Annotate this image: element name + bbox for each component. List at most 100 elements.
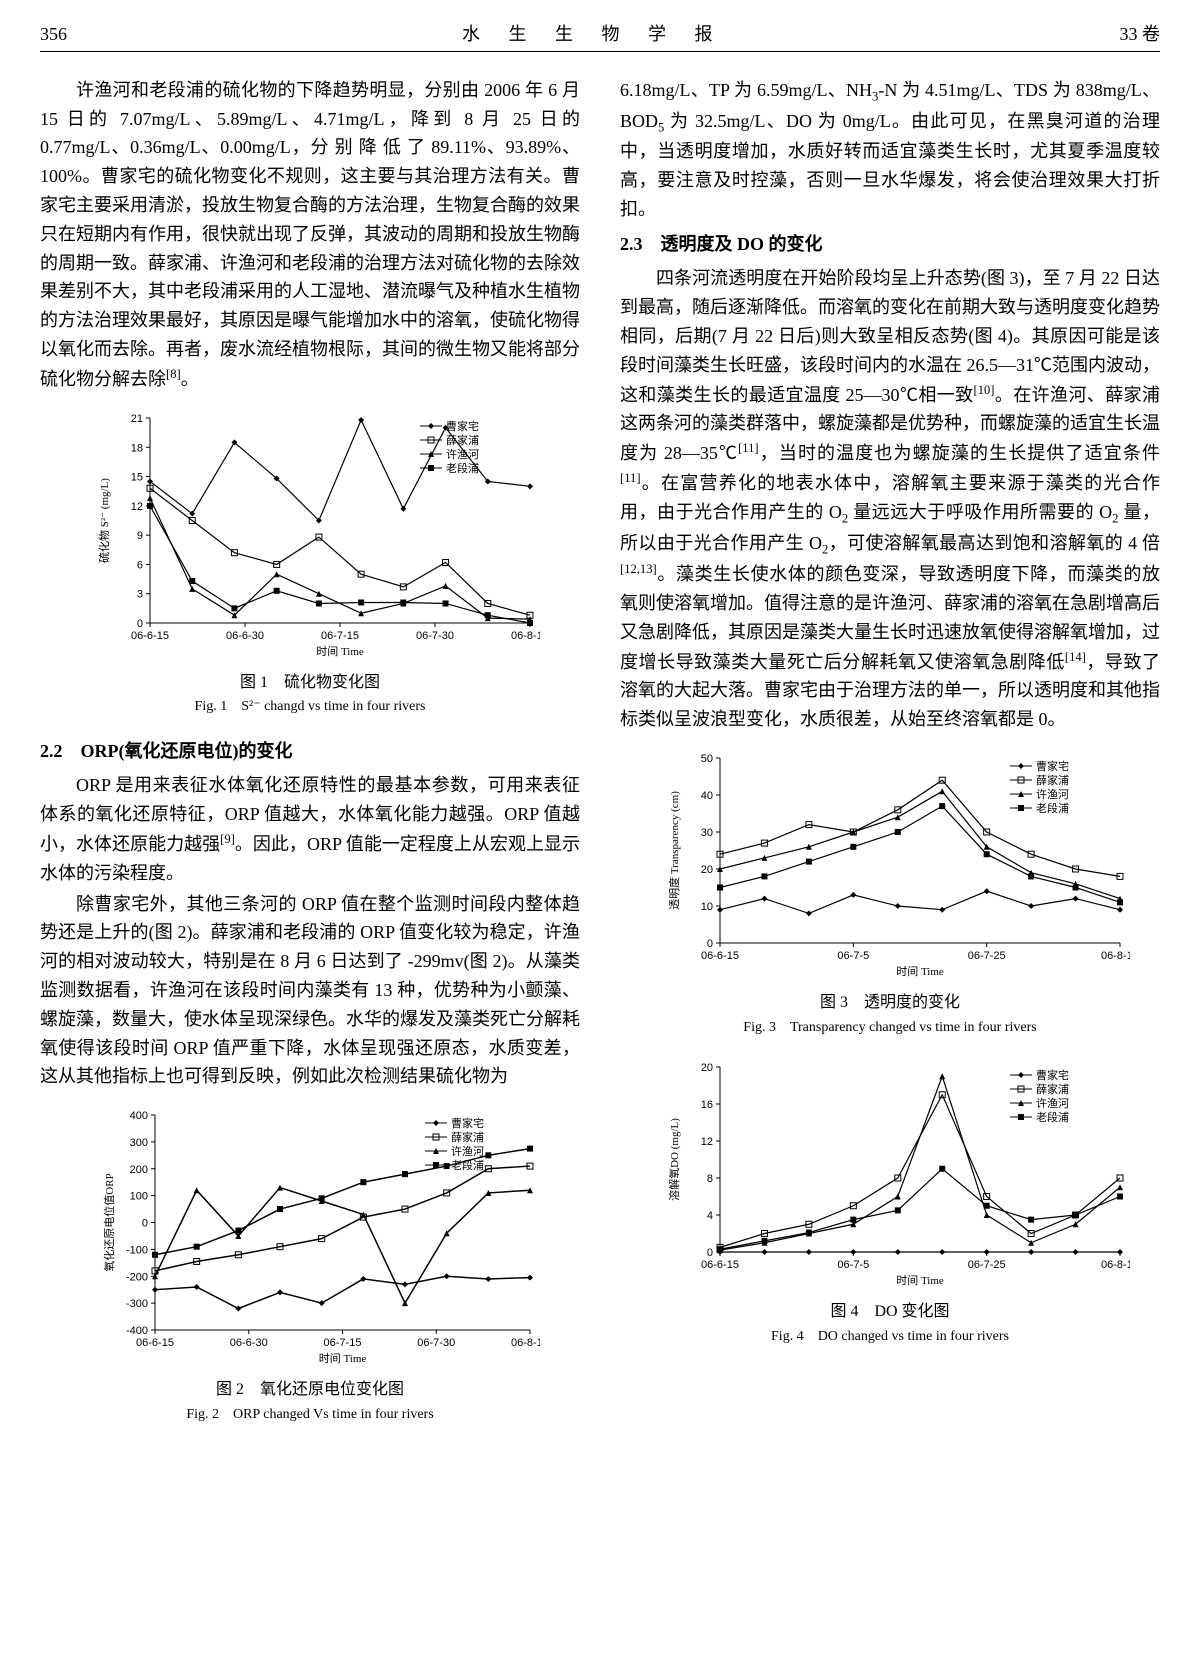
svg-text:9: 9: [137, 530, 143, 542]
svg-text:许渔河: 许渔河: [1036, 1097, 1069, 1110]
svg-text:时间 Time: 时间 Time: [896, 1274, 944, 1287]
svg-text:06-7-15: 06-7-15: [321, 630, 359, 642]
svg-text:15: 15: [131, 471, 143, 483]
svg-text:8: 8: [707, 1173, 713, 1185]
svg-text:0: 0: [137, 618, 143, 630]
figure-2: -400 -300 -200 -100 0 100 200 300 400 06-6-15 06-6…: [40, 1105, 580, 1426]
svg-text:许渔河: 许渔河: [446, 448, 479, 461]
fig1-caption-cn: 图 1 硫化物变化图: [40, 670, 580, 696]
svg-text:06-8-14: 06-8-14: [511, 1337, 540, 1349]
svg-text:曹家宅: 曹家宅: [451, 1116, 484, 1130]
left-column: 许渔河和老段浦的硫化物的下降趋势明显，分别由 2006 年 6 月 15 日的 …: [40, 76, 580, 1444]
svg-text:06-6-15: 06-6-15: [136, 1337, 174, 1349]
svg-text:时间 Time: 时间 Time: [319, 1352, 367, 1365]
right-column: 6.18mg/L、TP 为 6.59mg/L、NH3-N 为 4.51mg/L、…: [620, 76, 1160, 1444]
svg-text:06-6-30: 06-6-30: [230, 1337, 268, 1349]
svg-text:06-6-15: 06-6-15: [701, 950, 739, 962]
para-orp-1: ORP 是用来表征水体氧化还原特性的最基本参数，可用来表征体系的氧化还原特征，O…: [40, 771, 580, 887]
figure-1: 0 3 6 9 12 15 18 21 06-6-15 06-6-30 06-7-15 06-7-30…: [40, 408, 580, 719]
fig2-caption-cn: 图 2 氧化还原电位变化图: [40, 1377, 580, 1403]
svg-text:21: 21: [131, 413, 143, 425]
svg-text:100: 100: [130, 1191, 148, 1203]
svg-text:06-7-30: 06-7-30: [417, 1337, 455, 1349]
chart-sulfide: 0 3 6 9 12 15 18 21 06-6-15 06-6-30 06-7-15 06-7-30…: [80, 408, 540, 668]
svg-text:16: 16: [701, 1099, 713, 1111]
svg-text:06-6-15: 06-6-15: [701, 1259, 739, 1271]
fig4-caption-cn: 图 4 DO 变化图: [620, 1299, 1160, 1325]
para-orp-2: 除曹家宅外，其他三条河的 ORP 值在整个监测时间段内整体趋势还是上升的(图 2…: [40, 890, 580, 1092]
figure-4: 0 4 8 12 16 20 06-6-15 06-7-5 06-7-25 06-8-14 时间 T…: [620, 1057, 1160, 1348]
page-header: 356 水 生 生 物 学 报 33 卷: [40, 20, 1160, 52]
para-trans-do: 四条河流透明度在开始阶段均呈上升态势(图 3)，至 7 月 22 日达到最高，随…: [620, 264, 1160, 734]
svg-text:12: 12: [701, 1136, 713, 1148]
svg-text:10: 10: [701, 901, 713, 913]
svg-text:18: 18: [131, 442, 143, 454]
svg-text:06-8-14: 06-8-14: [1101, 1259, 1130, 1271]
svg-text:6: 6: [137, 559, 143, 571]
fig3-caption-en: Fig. 3 Transparency changed vs time in f…: [620, 1017, 1160, 1039]
svg-text:曹家宅: 曹家宅: [1036, 759, 1069, 773]
chart-transparency: 0 10 20 30 40 50 06-6-15 06-7-5 06-7-25 06-8-14 时间…: [650, 748, 1130, 988]
svg-text:300: 300: [130, 1137, 148, 1149]
svg-text:溶解氧DO (mg/L): 溶解氧DO (mg/L): [667, 1118, 681, 1201]
svg-text:30: 30: [701, 827, 713, 839]
svg-text:硫化物 S²⁻ (mg/L): 硫化物 S²⁻ (mg/L): [97, 477, 111, 562]
section-2-3-head: 2.3 透明度及 DO 的变化: [620, 230, 1160, 259]
figure-3: 0 10 20 30 40 50 06-6-15 06-7-5 06-7-25 06-8-14 时间…: [620, 748, 1160, 1039]
fig4-caption-en: Fig. 4 DO changed vs time in four rivers: [620, 1326, 1160, 1348]
svg-text:0: 0: [142, 1218, 148, 1230]
two-column-layout: 许渔河和老段浦的硫化物的下降趋势明显，分别由 2006 年 6 月 15 日的 …: [40, 76, 1160, 1444]
svg-text:时间 Time: 时间 Time: [896, 965, 944, 978]
svg-text:200: 200: [130, 1164, 148, 1176]
svg-text:06-8-14: 06-8-14: [511, 630, 540, 642]
fig1-caption-en: Fig. 1 S²⁻ changd vs time in four rivers: [40, 696, 580, 718]
svg-text:06-7-5: 06-7-5: [837, 950, 869, 962]
svg-text:老段浦: 老段浦: [1036, 801, 1069, 815]
svg-text:-300: -300: [126, 1298, 148, 1310]
svg-text:0: 0: [707, 1247, 713, 1259]
volume: 33 卷: [1120, 20, 1161, 49]
svg-text:20: 20: [701, 864, 713, 876]
svg-text:薛家浦: 薛家浦: [1036, 1082, 1069, 1096]
fig3-caption-cn: 图 3 透明度的变化: [620, 990, 1160, 1016]
svg-text:06-6-15: 06-6-15: [131, 630, 169, 642]
svg-text:06-7-30: 06-7-30: [416, 630, 454, 642]
svg-text:薛家浦: 薛家浦: [446, 433, 479, 447]
svg-text:时间 Time: 时间 Time: [316, 645, 364, 658]
svg-text:曹家宅: 曹家宅: [446, 419, 479, 433]
svg-text:3: 3: [137, 588, 143, 600]
svg-text:-200: -200: [126, 1271, 148, 1283]
section-2-2-head: 2.2 ORP(氧化还原电位)的变化: [40, 737, 580, 766]
svg-text:06-7-5: 06-7-5: [837, 1259, 869, 1271]
svg-text:曹家宅: 曹家宅: [1036, 1068, 1069, 1082]
svg-text:-100: -100: [126, 1244, 148, 1256]
svg-text:透明度 Transparency (cm): 透明度 Transparency (cm): [667, 791, 681, 910]
svg-text:老段浦: 老段浦: [446, 461, 479, 475]
svg-text:许渔河: 许渔河: [1036, 788, 1069, 801]
svg-text:20: 20: [701, 1062, 713, 1074]
para-sulfide: 许渔河和老段浦的硫化物的下降趋势明显，分别由 2006 年 6 月 15 日的 …: [40, 76, 580, 394]
svg-text:许渔河: 许渔河: [451, 1145, 484, 1158]
svg-text:06-7-15: 06-7-15: [324, 1337, 362, 1349]
svg-text:06-8-14: 06-8-14: [1101, 950, 1130, 962]
svg-text:400: 400: [130, 1110, 148, 1122]
svg-text:4: 4: [707, 1210, 713, 1222]
svg-text:薛家浦: 薛家浦: [1036, 773, 1069, 787]
svg-text:薛家浦: 薛家浦: [451, 1130, 484, 1144]
chart-do: 0 4 8 12 16 20 06-6-15 06-7-5 06-7-25 06-8-14 时间 T…: [650, 1057, 1130, 1297]
page-number: 356: [40, 20, 67, 49]
svg-text:老段浦: 老段浦: [1036, 1110, 1069, 1124]
fig2-caption-en: Fig. 2 ORP changed Vs time in four river…: [40, 1404, 580, 1426]
svg-text:-400: -400: [126, 1325, 148, 1337]
svg-text:老段浦: 老段浦: [451, 1158, 484, 1172]
svg-text:50: 50: [701, 753, 713, 765]
svg-text:0: 0: [707, 938, 713, 950]
svg-text:06-6-30: 06-6-30: [226, 630, 264, 642]
journal-title: 水 生 生 物 学 报: [462, 20, 725, 49]
svg-text:氧化还原电位值ORP: 氧化还原电位值ORP: [102, 1173, 116, 1271]
svg-text:40: 40: [701, 790, 713, 802]
svg-text:06-7-25: 06-7-25: [968, 950, 1006, 962]
svg-text:12: 12: [131, 500, 143, 512]
svg-text:06-7-25: 06-7-25: [968, 1259, 1006, 1271]
chart-orp: -400 -300 -200 -100 0 100 200 300 400 06-6-15 06-6…: [80, 1105, 540, 1375]
